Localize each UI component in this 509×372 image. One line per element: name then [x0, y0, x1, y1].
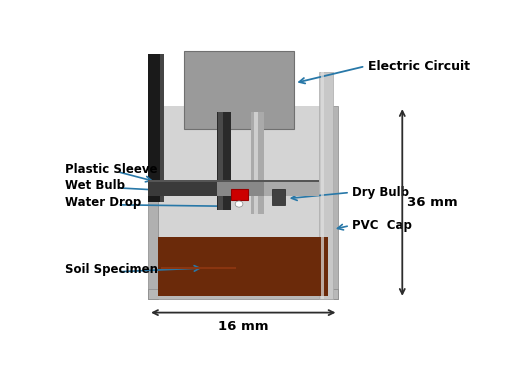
Bar	[158, 237, 328, 296]
Text: Electric Circuit: Electric Circuit	[367, 60, 469, 73]
Bar	[184, 51, 294, 129]
Bar	[158, 106, 328, 299]
Bar	[216, 112, 230, 210]
Bar	[251, 112, 263, 214]
Text: Dry Bulb: Dry Bulb	[352, 186, 408, 199]
Bar	[230, 189, 247, 200]
Bar	[328, 106, 337, 299]
Bar	[148, 180, 319, 182]
Bar	[216, 180, 263, 196]
Bar	[148, 289, 337, 299]
Bar	[272, 189, 285, 205]
Text: Plastic Sleeve: Plastic Sleeve	[65, 163, 157, 176]
Bar	[319, 71, 332, 299]
Text: Wet Bulb: Wet Bulb	[65, 179, 125, 192]
Text: 36 mm: 36 mm	[406, 196, 457, 209]
Text: PVC  Cap: PVC Cap	[352, 219, 411, 232]
Text: Water Drop: Water Drop	[65, 196, 141, 209]
Text: 16 mm: 16 mm	[218, 320, 268, 333]
Bar	[148, 106, 158, 299]
Bar	[263, 180, 319, 196]
Bar	[218, 112, 222, 210]
Text: Soil Specimen: Soil Specimen	[65, 263, 158, 276]
Bar	[148, 180, 216, 196]
Bar	[253, 112, 257, 214]
Bar	[320, 71, 323, 299]
Ellipse shape	[235, 201, 242, 207]
Bar	[159, 54, 163, 202]
Bar	[148, 54, 163, 202]
